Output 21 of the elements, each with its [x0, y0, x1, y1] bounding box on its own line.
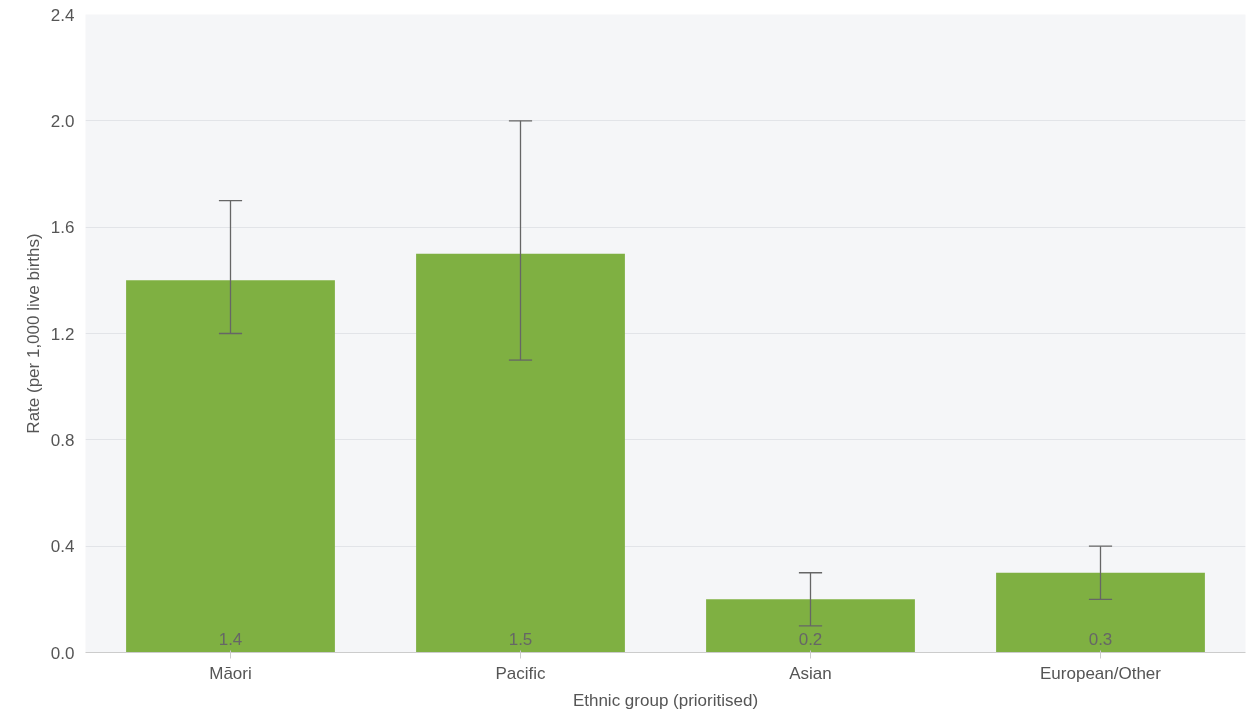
bar [706, 599, 915, 653]
data-label: 1.4 [218, 629, 243, 649]
y-tick-label: 0.0 [50, 643, 75, 663]
x-tick-label: European/Other [1040, 663, 1162, 683]
data-label: 1.5 [508, 629, 533, 649]
data-label: 0.3 [1088, 629, 1113, 649]
y-tick-label: 1.6 [50, 218, 75, 238]
y-tick-label: 0.4 [50, 537, 75, 557]
x-axis-title: Ethnic group (prioritised) [572, 690, 759, 710]
x-tick-label: Asian [789, 663, 832, 683]
x-tick-label: Pacific [495, 663, 547, 683]
bar [416, 253, 625, 653]
data-label: 0.2 [798, 629, 823, 649]
y-tick-label: 2.0 [50, 111, 75, 131]
y-tick-label: 2.4 [50, 5, 75, 25]
y-axis-title: Rate (per 1,000 live births) [23, 233, 43, 434]
bar [996, 572, 1205, 653]
x-tick-label: Māori [209, 663, 252, 683]
y-tick-label: 1.2 [50, 324, 75, 344]
bar [126, 280, 335, 653]
y-tick-label: 0.8 [50, 430, 75, 450]
